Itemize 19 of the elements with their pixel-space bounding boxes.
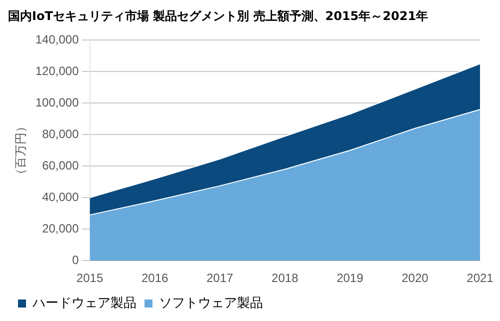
x-tick-label: 2020 [402,271,429,286]
y-tick-label: 20,000 [42,221,80,236]
x-tick-label: 2017 [206,271,234,286]
x-tick-label: 2018 [272,271,299,286]
x-tick-label: 2016 [141,271,168,286]
y-tick-label: 0 [72,252,80,267]
x-tick-label: 2021 [466,271,494,286]
legend-label: ソフトウェア製品 [159,295,263,310]
chart-title: 国内IoTセキュリティ市場 製品セグメント別 売上額予測、2015年～2021年 [8,8,428,25]
y-axis-title: （百万円） [14,120,28,180]
x-tick-label: 2019 [336,271,364,286]
y-tick-label: 100,000 [35,95,80,110]
legend-label: ハードウェア製品 [32,295,136,310]
y-tick-label: 120,000 [35,64,80,78]
y-tick-label: 140,000 [35,32,80,47]
y-tick-label: 40,000 [42,190,80,204]
y-tick-label: 80,000 [42,126,80,141]
y-tick-label: 60,000 [42,158,80,172]
x-tick-label: 2015 [76,271,104,286]
